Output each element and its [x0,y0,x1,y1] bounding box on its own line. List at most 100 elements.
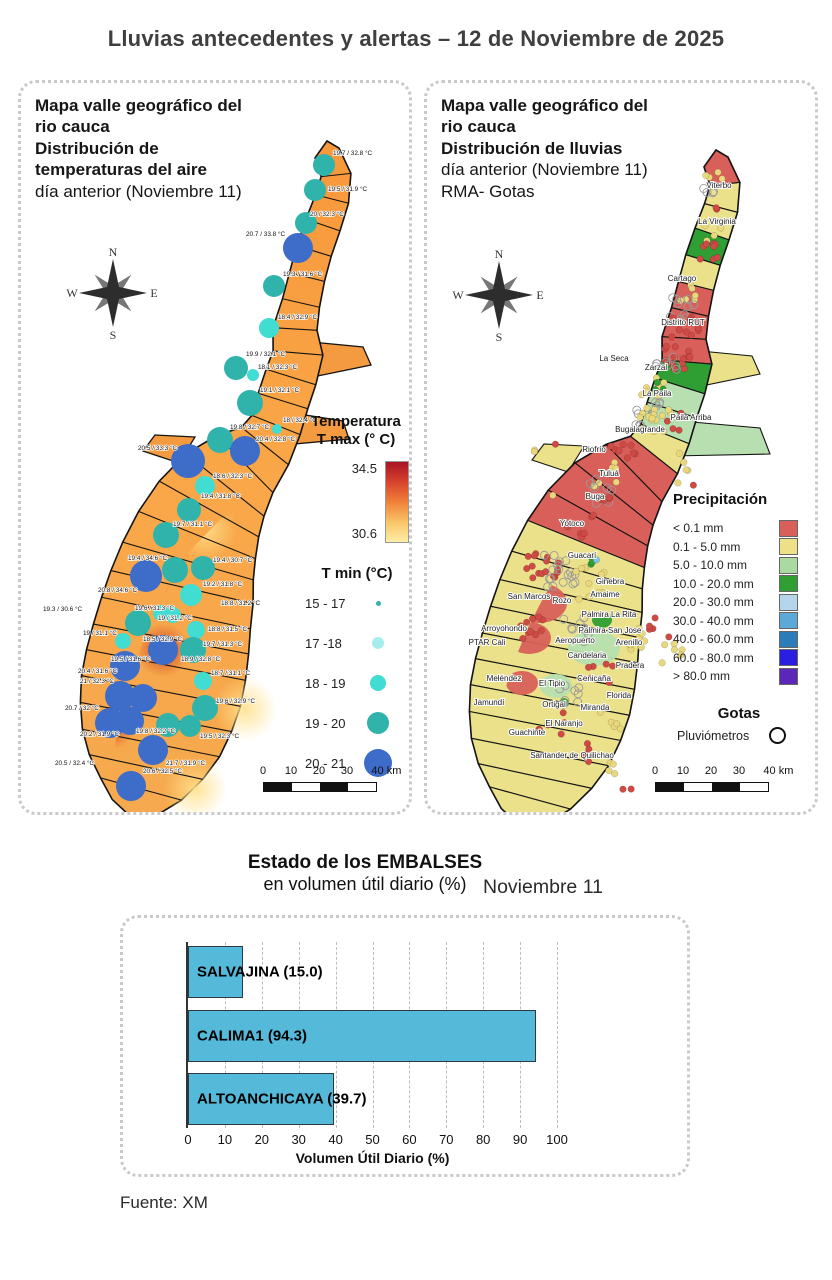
right-scale-bar: 0 10 20 30 40 km [652,765,805,792]
station-dot [283,233,313,263]
x-axis-tick: 80 [475,1132,491,1147]
embalse-bar-label: ALTOANCHICAYA (39.7) [197,1090,367,1108]
place-label: La Seca [599,354,629,363]
temperature-label: 18.8 / 31.2 °C [221,599,261,607]
precip-legend: Precipitación < 0.1 mm 0.1 - 5.0 mm 5.0 - … [673,491,815,686]
rainfall-map: Viterbo La Virginia Cartago Distrito RUT La … [468,148,771,812]
tmin-legend-row: 17 -18 [305,623,409,663]
temperature-label: 19.7 / 31.1 °C [173,520,213,528]
panel-title-line: rio cauca [35,117,110,137]
place-label: Santander de Quilichao [530,751,614,760]
station-dot [295,212,317,234]
station-dot [162,557,188,583]
x-axis-tick: 90 [512,1132,528,1147]
place-label: La Paila [643,389,672,398]
temperature-label: 19.4 / 30.7 °C [213,556,253,564]
station-dot [237,390,263,416]
place-label: Pradera [616,661,645,670]
x-axis-tick: 0 [184,1132,192,1147]
x-axis-tick: 70 [439,1132,454,1147]
temperature-label: 20 / 32.3 °C [310,210,344,218]
source-label: Fuente: XM [120,1193,208,1212]
place-label: San Marcos [508,592,551,601]
temperature-label: 18.6 / 32.3 °C [213,472,253,480]
place-label: Palmira La Rita [582,610,637,619]
place-label: Bugalagrande [615,425,665,434]
station-dot [272,424,282,434]
station-dot [180,637,206,663]
temperature-label: 19 / 31.2 °C [158,614,192,622]
temperature-label: 19.6 / 31.3 °C [135,604,175,612]
place-label: Ginebra [596,577,625,586]
place-label: Guachinte [509,728,546,737]
compass-w-label: W [66,286,78,300]
station-dot [195,476,215,496]
embalses-chart-panel: Volumen Útil Diario (%) 0 10 20 30 40 50 60 70 8… [120,915,690,1177]
panel-title-line: día anterior (Noviembre 11) [35,181,242,201]
tmax-legend-title1: Temperatura [311,413,401,430]
station-dot [191,556,215,580]
tmin-legend-row: 20 - 21 [305,743,409,783]
station-dot [130,560,162,592]
tmax-gradient-bar [385,461,409,543]
tmax-legend-title2: T max (° C) [316,431,396,448]
place-label: Arenillo [616,638,643,647]
temperature-label: 19.4 / 31.8 °C [201,492,241,500]
station-dot [207,427,233,453]
station-dot [247,369,259,381]
x-axis-tick: 30 [291,1132,306,1147]
panel-title-line: Distribución de [35,138,159,158]
place-label: Cartago [668,274,697,283]
temperature-label: 18 / 32.4 °C [283,416,317,424]
x-axis-tick: 50 [365,1132,380,1147]
gotas-legend: Gotas Pluviómetros [677,705,801,744]
panel-title-line: rio cauca [441,117,516,137]
temperature-label: 19.5 / 31.6 °C [111,655,151,663]
place-label: Paila Arriba [671,413,712,422]
embalses-subtitle: en volumen útil diario (%) [263,874,467,894]
precip-legend-row: 10.0 - 20.0 mm [673,575,815,594]
temperature-label: 19.4 / 34.6 °C [128,554,168,562]
embalses-title-block: Estado de los EMBALSES en volumen útil d… [120,852,610,895]
left-scale-bar-graphic [263,782,377,792]
place-label: Rozo [553,596,572,605]
embalse-bar-salvajina: SALVAJINA (15.0) [188,946,323,998]
temperature-label: 19.9 / 32.1 °C [246,350,286,358]
tmin-legend-row: 15 - 17 [305,583,409,623]
station-dot [110,651,140,681]
temperature-map-panel: Mapa valle geográfico del rio cauca Distri… [18,80,412,815]
temperature-map-title: Mapa valle geográfico del rio cauca Distri… [35,95,242,202]
compass-w-label: W [452,288,464,302]
embalses-bar-chart: Volumen Útil Diario (%) 0 10 20 30 40 50 60 70 8… [184,942,568,1166]
tmax-legend: Temperatura T max (° C) 34.5 30.6 [303,413,409,543]
station-dot [230,436,260,466]
temperature-label: 20.2 / 31.9 °C [80,730,120,738]
station-dot [180,584,202,606]
precip-legend-row: < 0.1 mm [673,519,815,538]
place-label: Ortigal [542,700,566,709]
station-dot [148,635,178,665]
temperature-label: 19.5 / 32.3 °C [200,732,240,740]
temperature-label: 20.8 / 34.6 °C [98,586,138,594]
station-dot [138,735,168,765]
precip-legend-row: 60.0 - 80.0 mm [673,649,815,668]
station-dot [192,695,218,721]
precip-legend-row: 5.0 - 10.0 mm [673,556,815,575]
place-label: PTAR Cali [469,638,506,647]
temperature-label: 19.3 / 30.6 °C [43,605,83,613]
station-dot [125,610,151,636]
compass-n-label: N [109,245,118,259]
tmin-legend-row: 18 - 19 [305,663,409,703]
station-dot [187,621,205,639]
gotas-legend-title: Gotas [717,705,761,722]
station-dot [313,154,335,176]
pluviometer-circle-icon [769,727,786,744]
embalses-title: Estado de los EMBALSES [247,852,483,873]
precip-legend-title: Precipitación [673,491,768,508]
station-dot [304,179,326,201]
station-dot [115,633,131,649]
embalse-bar-altoanchicaya: ALTOANCHICAYA (39.7) [188,1073,366,1125]
temperature-label: 20.4 / 31.6 °C [78,667,118,675]
station-dot [116,771,146,801]
